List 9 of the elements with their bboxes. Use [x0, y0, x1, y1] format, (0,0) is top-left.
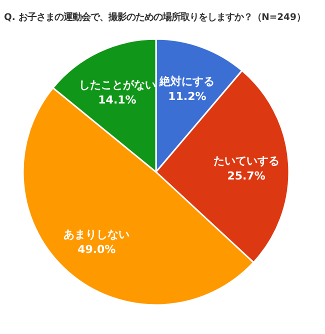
data-label: 11.2%: [168, 90, 206, 104]
chart-title: Q. お子さまの運動会で、撮影のための場所取りをしますか？（N=249）: [4, 12, 306, 23]
slice-label: 絶対にする: [158, 75, 215, 88]
data-label: 49.0%: [78, 243, 116, 256]
slice-label: したことがない: [78, 78, 156, 92]
data-label: 14.1%: [98, 93, 136, 106]
slice-label: たいていする: [213, 154, 280, 168]
slice-label: あまりしない: [64, 228, 130, 242]
data-label: 25.7%: [227, 170, 266, 183]
